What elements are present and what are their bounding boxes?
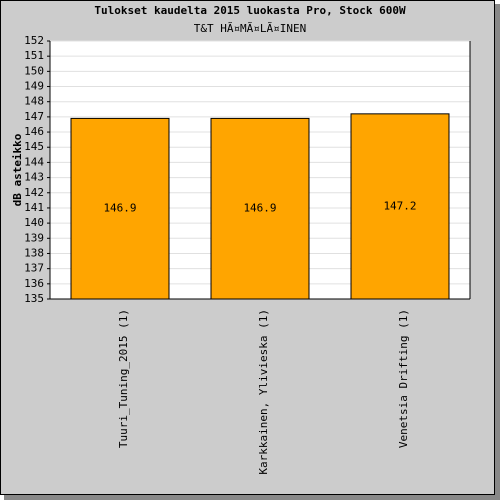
y-tick-label: 141 <box>24 201 44 214</box>
bar <box>210 117 310 300</box>
y-axis-label: dB asteikko <box>11 133 24 206</box>
y-tick-label: 137 <box>24 262 44 275</box>
y-tick-label: 146 <box>24 125 44 138</box>
x-tick-label: Tuuri_Tuning_2015 (1) <box>117 309 130 448</box>
y-tick-label: 145 <box>24 140 44 153</box>
y-tick-label: 138 <box>24 246 44 259</box>
y-tick-label: 150 <box>24 64 44 77</box>
y-tick-label: 139 <box>24 231 44 244</box>
chart-title: Tulokset kaudelta 2015 luokasta Pro, Sto… <box>94 4 406 17</box>
y-tick-label: 144 <box>24 155 44 168</box>
y-tick-label: 136 <box>24 277 44 290</box>
value-label: 146.9 <box>103 202 136 215</box>
y-tick-label: 147 <box>24 110 44 123</box>
y-tick-label: 148 <box>24 95 44 108</box>
value-label: 146.9 <box>243 202 276 215</box>
y-tick-label: 135 <box>24 292 44 305</box>
y-tick-label: 143 <box>24 171 44 184</box>
y-tick-label: 152 <box>24 34 44 47</box>
x-tick-label: Venetsia Drifting (1) <box>397 309 410 448</box>
y-tick-label: 149 <box>24 80 44 93</box>
y-tick-label: 140 <box>24 216 44 229</box>
y-tick-label: 151 <box>24 49 44 62</box>
y-tick-label: 142 <box>24 186 44 199</box>
x-tick-label: Karkkainen, Ylivieska (1) <box>257 309 270 475</box>
chart-subtitle: T&T HÃ¤MÃ¤LÃ¤INEN <box>194 22 307 35</box>
bar <box>350 113 450 300</box>
value-label: 147.2 <box>383 199 416 212</box>
